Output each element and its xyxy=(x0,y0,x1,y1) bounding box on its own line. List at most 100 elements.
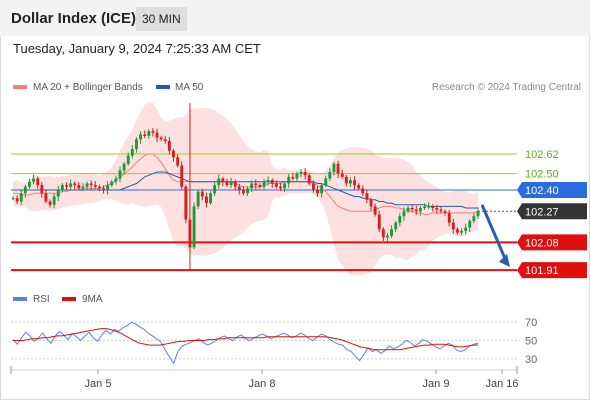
x-tick-label: Jan 8 xyxy=(249,378,276,390)
candle-body xyxy=(139,134,142,140)
candle-body xyxy=(122,163,126,171)
ma50-legend-label: MA 50 xyxy=(175,82,204,93)
ma20-line xyxy=(13,153,479,215)
candle-body xyxy=(262,181,266,187)
candle-body xyxy=(270,180,274,184)
candle-body xyxy=(447,212,451,223)
timestamp: Tuesday, January 9, 2024 7:25:33 AM CET xyxy=(13,41,261,56)
forecast-arrow xyxy=(480,204,510,267)
candle-body xyxy=(439,209,443,212)
candle-body xyxy=(233,181,237,187)
candle-body xyxy=(357,185,361,189)
candle-body xyxy=(423,206,426,208)
candle-body xyxy=(172,150,175,158)
candle-body xyxy=(390,229,393,236)
candle-body xyxy=(476,211,480,217)
candle-body xyxy=(344,176,348,184)
candle-body xyxy=(386,235,389,238)
candle-body xyxy=(114,178,118,182)
price-tag-text-101.91: 101.91 xyxy=(525,265,559,277)
candles xyxy=(11,103,480,271)
bollinger-band xyxy=(13,101,478,276)
candle-body xyxy=(431,206,435,208)
level-label-102.50: 102.50 xyxy=(525,169,559,181)
candle-body xyxy=(332,163,336,172)
ma50-line xyxy=(13,171,478,209)
x-axis: Jan 5 Jan 8 Jan 9 Jan 16 xyxy=(10,366,519,390)
candle-body xyxy=(324,178,328,185)
candle-body xyxy=(77,185,81,189)
candle-body xyxy=(209,193,212,204)
candle-body xyxy=(184,186,188,220)
candle-body xyxy=(69,183,73,187)
candle-body xyxy=(443,211,447,213)
price-tag-101.91 xyxy=(517,262,587,279)
candle-body xyxy=(28,181,31,187)
rsi-tick-70: 70 xyxy=(525,317,537,329)
candle-body xyxy=(414,209,418,212)
candle-body xyxy=(130,149,134,156)
candle-body xyxy=(472,216,476,222)
candle-body xyxy=(192,206,196,248)
bollinger-band-area xyxy=(13,101,478,276)
candle-body xyxy=(81,186,85,189)
candle-body xyxy=(89,183,93,186)
interval-badge[interactable]: 30 MIN xyxy=(136,7,187,31)
candle-body xyxy=(468,221,472,228)
candle-body xyxy=(229,181,233,186)
candle-body xyxy=(60,185,64,190)
price-tag-text-102.08: 102.08 xyxy=(525,237,559,249)
ma9-legend-swatch xyxy=(62,297,76,301)
ma20-legend-label: MA 20 + Bollinger Bands xyxy=(33,82,143,93)
candle-body xyxy=(110,181,114,186)
price-tag-102.08 xyxy=(517,234,587,251)
candle-body xyxy=(456,229,459,233)
candle-body xyxy=(427,206,431,208)
candle-body xyxy=(73,183,77,186)
header-bar: Dollar Index (ICE) 30 MIN xyxy=(0,0,590,36)
candle-body xyxy=(159,137,163,140)
candle-body xyxy=(205,196,208,203)
candle-body xyxy=(15,198,19,202)
price-tag-102.27 xyxy=(517,203,587,220)
candle-body xyxy=(254,183,258,186)
candle-body xyxy=(320,185,324,194)
candle-body xyxy=(328,172,332,179)
candle-body xyxy=(44,193,48,202)
candle-body xyxy=(155,132,159,138)
candle-body xyxy=(274,183,278,187)
candle-body xyxy=(56,190,60,197)
candle-body xyxy=(369,199,373,207)
candle-body xyxy=(361,188,365,194)
candle-body xyxy=(353,180,356,186)
candle-body xyxy=(163,139,167,141)
candle-body xyxy=(266,180,270,182)
candle-body xyxy=(65,185,68,187)
candle-body xyxy=(394,222,398,230)
candle-body xyxy=(283,183,287,189)
x-tick-label: Jan 5 xyxy=(85,378,112,390)
candle-body xyxy=(312,183,315,190)
candle-body xyxy=(299,172,303,174)
candle-body xyxy=(106,185,110,190)
candle-body xyxy=(250,183,254,189)
candle-body xyxy=(93,185,97,187)
ma50-legend-swatch xyxy=(156,85,170,89)
rsi-line xyxy=(12,321,479,365)
rsi-tick-50: 50 xyxy=(525,336,537,348)
candle-body xyxy=(221,178,225,182)
candle-body xyxy=(23,186,27,194)
candle-body xyxy=(340,173,344,177)
candle-body xyxy=(279,186,282,189)
ma20-legend-swatch xyxy=(13,85,27,89)
rsi-legend-label: RSI xyxy=(33,294,50,305)
candle-body xyxy=(460,230,463,233)
rsi-panel: 70 50 30 xyxy=(11,317,537,366)
candle-body xyxy=(147,131,151,136)
candle-body xyxy=(365,193,369,200)
candle-body xyxy=(32,178,35,182)
candle-body xyxy=(200,191,204,197)
candle-body xyxy=(316,190,319,194)
candle-body xyxy=(246,188,249,194)
